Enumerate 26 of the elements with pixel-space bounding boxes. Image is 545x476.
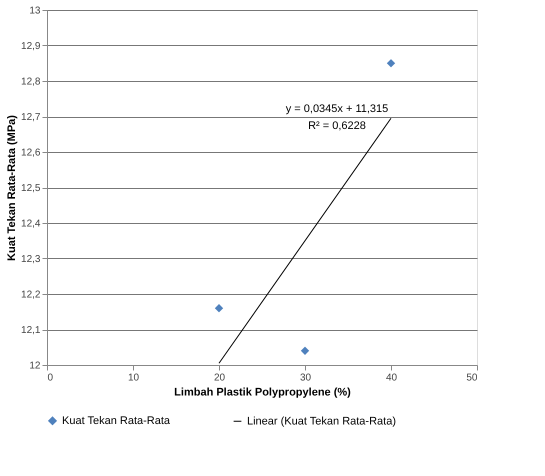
y-axis-title: Kuat Tekan Rata-Rata (MPa): [6, 114, 18, 261]
point: [386, 59, 396, 68]
y-tick-label: 12,8: [21, 76, 41, 88]
y-tick-label: 12,6: [21, 148, 41, 158]
legend-label: Linear (Kuat Tekan Rata-Rata): [247, 415, 396, 428]
x-axis-title: Limbah Plastik Polypropylene (%): [174, 386, 352, 398]
x-tick-label: 50: [466, 372, 478, 384]
y-tick-label: 13: [29, 6, 41, 16]
point: [214, 304, 224, 312]
y-tick-label: 12,7: [21, 112, 41, 123]
y-tick-label: 12,1: [21, 325, 41, 336]
legend-label: Kuat Tekan Rata-Rata: [62, 414, 171, 427]
y-tick-label: 12,4: [21, 218, 41, 230]
y-tick-label: 12,2: [21, 290, 41, 300]
x-tick-label: 0: [48, 372, 54, 384]
y-tick-label: 12,9: [21, 41, 41, 52]
y-tick-label: 12,3: [21, 254, 41, 265]
y-tick-label: 12,5: [21, 183, 41, 194]
annotation: y = 0,0345x + 11,315: [286, 103, 388, 115]
x-tick-label: 20: [214, 372, 226, 384]
x-tick-label: 10: [128, 372, 140, 384]
x-tick-label: 40: [386, 372, 398, 384]
y-tick-label: 12: [29, 360, 41, 372]
x-tick-label: 30: [300, 372, 312, 384]
annotation: R² = 0,6228: [308, 120, 366, 132]
point: [300, 346, 310, 355]
